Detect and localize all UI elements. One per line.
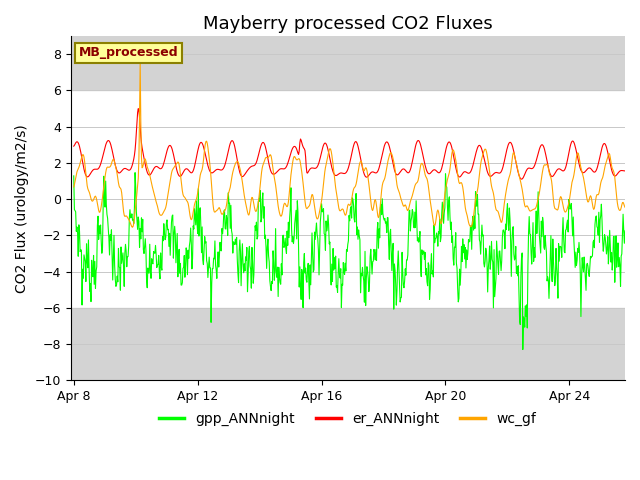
Title: Mayberry processed CO2 Fluxes: Mayberry processed CO2 Fluxes xyxy=(203,15,493,33)
Bar xyxy=(70,18,625,90)
Legend: gpp_ANNnight, er_ANNnight, wc_gf: gpp_ANNnight, er_ANNnight, wc_gf xyxy=(154,407,541,432)
Bar xyxy=(70,308,625,380)
Text: MB_processed: MB_processed xyxy=(79,46,179,59)
Y-axis label: CO2 Flux (urology/m2/s): CO2 Flux (urology/m2/s) xyxy=(15,124,29,292)
